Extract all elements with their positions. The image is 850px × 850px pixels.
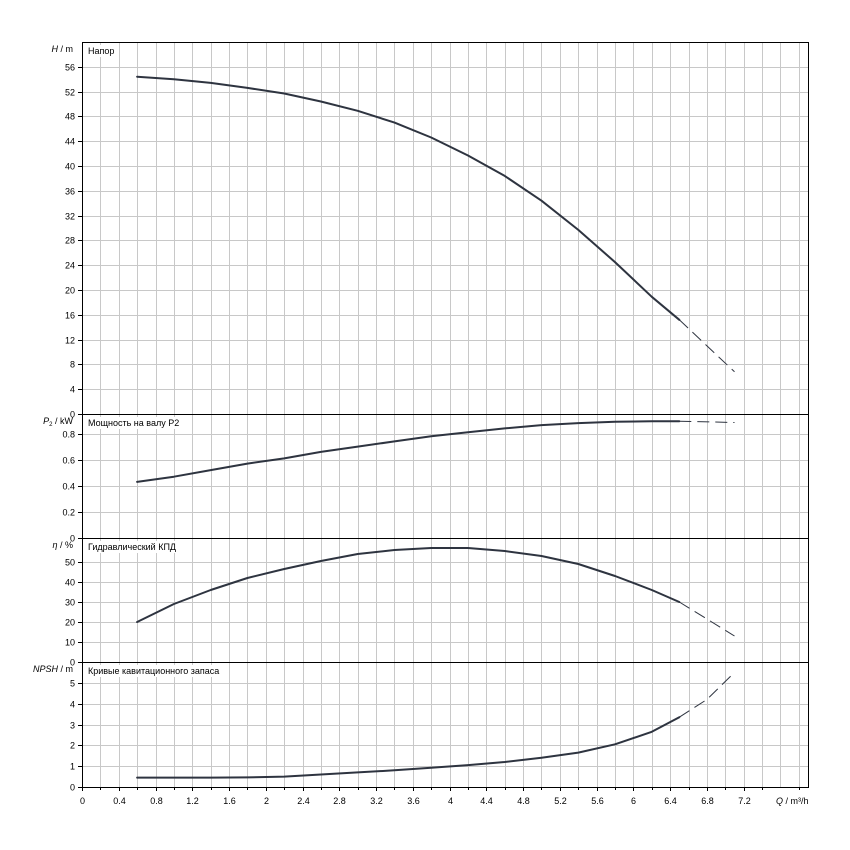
x-tick-label: 0.8 bbox=[150, 796, 163, 806]
y-tick-label: 0.8 bbox=[62, 430, 75, 440]
y-tick-label: 40 bbox=[65, 162, 75, 172]
x-tick-label: 6.8 bbox=[701, 796, 714, 806]
x-tick-label: 3.2 bbox=[370, 796, 383, 806]
y-tick-label: 44 bbox=[65, 137, 75, 147]
power-curve bbox=[136, 420, 681, 483]
efficiency-panel-title: Гидравлический КПД bbox=[88, 542, 176, 552]
x-tick-label: 7.2 bbox=[738, 796, 751, 806]
npsh-axis-label: NPSH / m bbox=[33, 664, 73, 674]
y-tick-label: 0.2 bbox=[62, 508, 75, 518]
x-tick-label: 5.2 bbox=[554, 796, 567, 806]
efficiency-curve bbox=[136, 547, 681, 623]
panel-title-background bbox=[86, 541, 179, 553]
panel-title-background bbox=[86, 45, 117, 57]
panel-frame bbox=[82, 414, 809, 539]
x-tick-label: 4.8 bbox=[517, 796, 530, 806]
npsh-curve-extension bbox=[679, 672, 735, 718]
x-tick-label: 6.4 bbox=[664, 796, 677, 806]
y-tick-label: 0.4 bbox=[62, 482, 75, 492]
y-tick-label: 1 bbox=[70, 762, 75, 772]
y-tick-label: 28 bbox=[65, 236, 75, 246]
x-tick-label: 0 bbox=[80, 796, 85, 806]
x-tick-label: 1.2 bbox=[186, 796, 199, 806]
npsh-panel-title: Кривые кавитационного запаса bbox=[88, 666, 219, 676]
panel-title-background bbox=[86, 665, 222, 677]
head-curve-extension bbox=[678, 319, 735, 373]
y-tick-label: 4 bbox=[70, 385, 75, 395]
y-tick-label: 40 bbox=[65, 578, 75, 588]
head-panel-title: Напор bbox=[88, 46, 114, 56]
y-tick-label: 24 bbox=[65, 261, 75, 271]
y-tick-label: 2 bbox=[70, 741, 75, 751]
head-axis-label: H / m bbox=[52, 44, 74, 54]
x-axis-label: Q / m³/h bbox=[776, 796, 809, 806]
panel-frames bbox=[78, 42, 809, 791]
y-tick-label: 0 bbox=[70, 534, 75, 544]
x-tick-label: 5.6 bbox=[591, 796, 604, 806]
y-tick-label: 10 bbox=[65, 638, 75, 648]
y-tick-label: 5 bbox=[70, 679, 75, 689]
efficiency-axis-label: η / % bbox=[52, 540, 73, 550]
x-tick-label: 2.8 bbox=[333, 796, 346, 806]
y-tick-label: 56 bbox=[65, 63, 75, 73]
power-axis-label: P2 / kW bbox=[43, 416, 73, 428]
x-tick-label: 0.4 bbox=[113, 796, 126, 806]
y-tick-label: 32 bbox=[65, 212, 75, 222]
power-curve-extension bbox=[679, 420, 735, 423]
power-panel-title: Мощность на валу P2 bbox=[88, 418, 179, 428]
npsh-curve bbox=[136, 716, 681, 779]
y-tick-label: 48 bbox=[65, 112, 75, 122]
y-tick-label: 4 bbox=[70, 700, 75, 710]
y-tick-label: 30 bbox=[65, 598, 75, 608]
y-tick-label: 3 bbox=[70, 721, 75, 731]
y-tick-label: 36 bbox=[65, 187, 75, 197]
y-tick-label: 52 bbox=[65, 88, 75, 98]
x-tick-label: 1.6 bbox=[223, 796, 236, 806]
x-tick-label: 2.4 bbox=[297, 796, 310, 806]
y-tick-label: 0 bbox=[70, 658, 75, 668]
x-tick-label: 4 bbox=[448, 796, 453, 806]
panel-title-background bbox=[86, 417, 182, 429]
head-curve bbox=[136, 75, 681, 321]
x-tick-label: 6 bbox=[631, 796, 636, 806]
y-tick-label: 0 bbox=[70, 410, 75, 420]
y-tick-label: 0 bbox=[70, 783, 75, 793]
y-tick-label: 20 bbox=[65, 618, 75, 628]
panel-frame bbox=[82, 538, 809, 663]
y-tick-label: 8 bbox=[70, 360, 75, 370]
efficiency-curve-extension bbox=[679, 601, 735, 637]
panel-frame bbox=[82, 42, 809, 415]
x-tick-label: 2 bbox=[264, 796, 269, 806]
x-tick-label: 3.6 bbox=[407, 796, 420, 806]
y-tick-label: 12 bbox=[65, 336, 75, 346]
y-tick-label: 0.6 bbox=[62, 456, 75, 466]
panel-frame bbox=[82, 662, 809, 788]
x-tick-label: 4.4 bbox=[480, 796, 493, 806]
y-tick-label: 16 bbox=[65, 311, 75, 321]
curves bbox=[136, 75, 735, 779]
y-tick-label: 50 bbox=[65, 558, 75, 568]
y-tick-label: 20 bbox=[65, 286, 75, 296]
